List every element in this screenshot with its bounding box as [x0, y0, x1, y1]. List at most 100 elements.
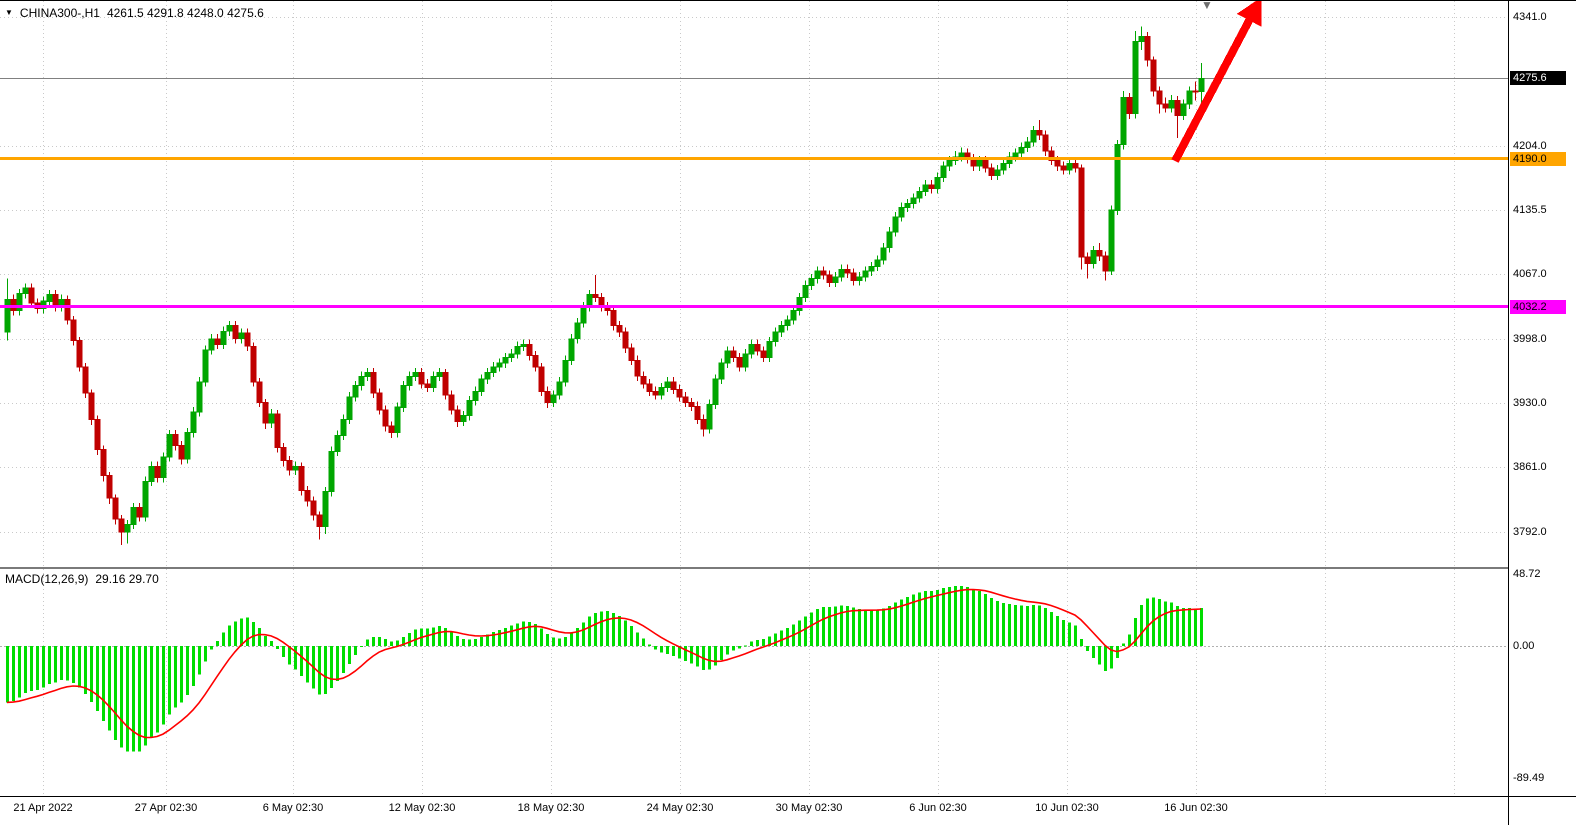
time-tick: 6 May 02:30	[262, 802, 324, 814]
main-chart-canvas[interactable]	[0, 1, 1508, 567]
candle-body	[298, 465, 305, 492]
chart-shift-marker-icon[interactable]: ▼	[1201, 0, 1213, 12]
candle-body	[988, 167, 995, 176]
candle-body	[1180, 103, 1187, 116]
macd-chart-canvas[interactable]	[0, 569, 1508, 796]
macd-histogram-bar	[636, 632, 639, 646]
symbol-dropdown-icon: ▼	[5, 8, 13, 17]
candle-body	[784, 319, 791, 327]
macd-histogram-bar	[1080, 639, 1083, 646]
macd-histogram-bar	[372, 636, 375, 646]
macd-histogram-bar	[324, 646, 327, 695]
candle-body	[1198, 77, 1205, 93]
candle-body	[1108, 209, 1115, 272]
candle-body	[256, 381, 263, 403]
candle-body	[886, 231, 893, 249]
candle-body	[322, 491, 329, 527]
macd-histogram-bar	[438, 626, 441, 646]
candle-body	[400, 385, 407, 408]
trend-arrow-head[interactable]	[1236, 1, 1262, 27]
candle-body	[316, 514, 323, 527]
price-tick: 4135.5	[1513, 203, 1547, 216]
current-price-badge: 4275.6	[1510, 71, 1566, 86]
macd-signal-line	[6, 588, 1202, 739]
macd-histogram-bar	[30, 646, 33, 692]
macd-histogram-bar	[828, 606, 831, 646]
macd-histogram-bar	[390, 641, 393, 646]
macd-histogram-bar	[318, 646, 321, 695]
time-axis[interactable]: 21 Apr 2022 27 Apr 02:30 6 May 02:30 12 May…	[0, 796, 1576, 825]
macd-histogram-bar	[960, 585, 963, 646]
candle-body	[460, 415, 467, 422]
candle-body	[1000, 162, 1007, 171]
macd-histogram-bar	[570, 632, 573, 646]
candle-body	[130, 507, 137, 526]
macd-histogram-bar	[216, 640, 219, 646]
candle-body	[16, 293, 23, 312]
time-tick: 24 May 02:30	[646, 802, 714, 814]
symbol-period-label: CHINA300-,H1	[19, 6, 100, 20]
candle-body	[334, 434, 341, 452]
macd-histogram-bar	[732, 646, 735, 651]
macd-histogram-bar	[24, 646, 27, 694]
macd-histogram-bar	[840, 605, 843, 646]
candle-body	[772, 331, 779, 343]
macd-histogram-bar	[168, 646, 171, 715]
macd-histogram-bar	[90, 646, 93, 702]
candle-body	[178, 445, 185, 460]
candle-body	[946, 160, 953, 167]
candle-body	[106, 475, 113, 499]
trend-arrow[interactable]	[1171, 13, 1256, 163]
candle-body	[484, 372, 491, 380]
macd-histogram-bar	[84, 646, 87, 695]
macd-histogram-bar	[450, 631, 453, 646]
macd-histogram-bar	[582, 622, 585, 646]
candle-body	[640, 375, 647, 385]
candle-body	[28, 287, 35, 304]
candle-body	[226, 325, 233, 332]
candle-body	[88, 392, 95, 421]
macd-histogram-bar	[234, 621, 237, 646]
macd-histogram-bar	[942, 588, 945, 646]
macd-histogram-bar	[36, 646, 39, 690]
macd-histogram-bar	[414, 629, 417, 646]
candle-body	[1132, 40, 1139, 115]
macd-histogram-bar	[180, 646, 183, 703]
candle-body	[466, 400, 473, 417]
candle-body	[232, 325, 239, 340]
candle-body	[142, 480, 149, 518]
candle-body	[544, 390, 551, 404]
candle-body	[184, 432, 191, 460]
macd-histogram-bar	[1176, 606, 1179, 646]
macd-histogram-bar	[612, 613, 615, 646]
candle-body	[280, 447, 287, 462]
macd-histogram-bar	[186, 646, 189, 696]
price-axis[interactable]: 4341.0 4204.0 4135.5 4067.0 3998.0 3930.0 3861…	[1508, 1, 1576, 796]
candle-body	[1096, 250, 1103, 257]
candle-body	[1090, 250, 1097, 265]
macd-histogram-bar	[306, 646, 309, 683]
candle-body	[520, 343, 527, 347]
candle-body	[766, 341, 773, 359]
candle-body	[748, 343, 755, 355]
macd-histogram-bar	[384, 638, 387, 646]
macd-histogram-bar	[708, 646, 711, 670]
macd-histogram-bar	[336, 646, 339, 682]
macd-histogram-bar	[1164, 601, 1167, 646]
candle-body	[820, 270, 827, 276]
candle-body	[1012, 152, 1019, 158]
candle-body	[1126, 97, 1133, 115]
macd-histogram-bar	[426, 628, 429, 646]
candle-body	[412, 372, 419, 377]
candle-body	[148, 465, 155, 482]
candle-body	[940, 165, 947, 178]
panel-separator[interactable]	[0, 567, 1576, 569]
macd-histogram-bar	[906, 596, 909, 646]
macd-histogram-bar	[294, 646, 297, 670]
time-tick: 27 Apr 02:30	[134, 802, 198, 814]
macd-histogram-bar	[48, 646, 51, 685]
macd-histogram-bar	[924, 591, 927, 646]
macd-histogram-bar	[852, 607, 855, 646]
macd-histogram-bar	[1134, 618, 1137, 646]
